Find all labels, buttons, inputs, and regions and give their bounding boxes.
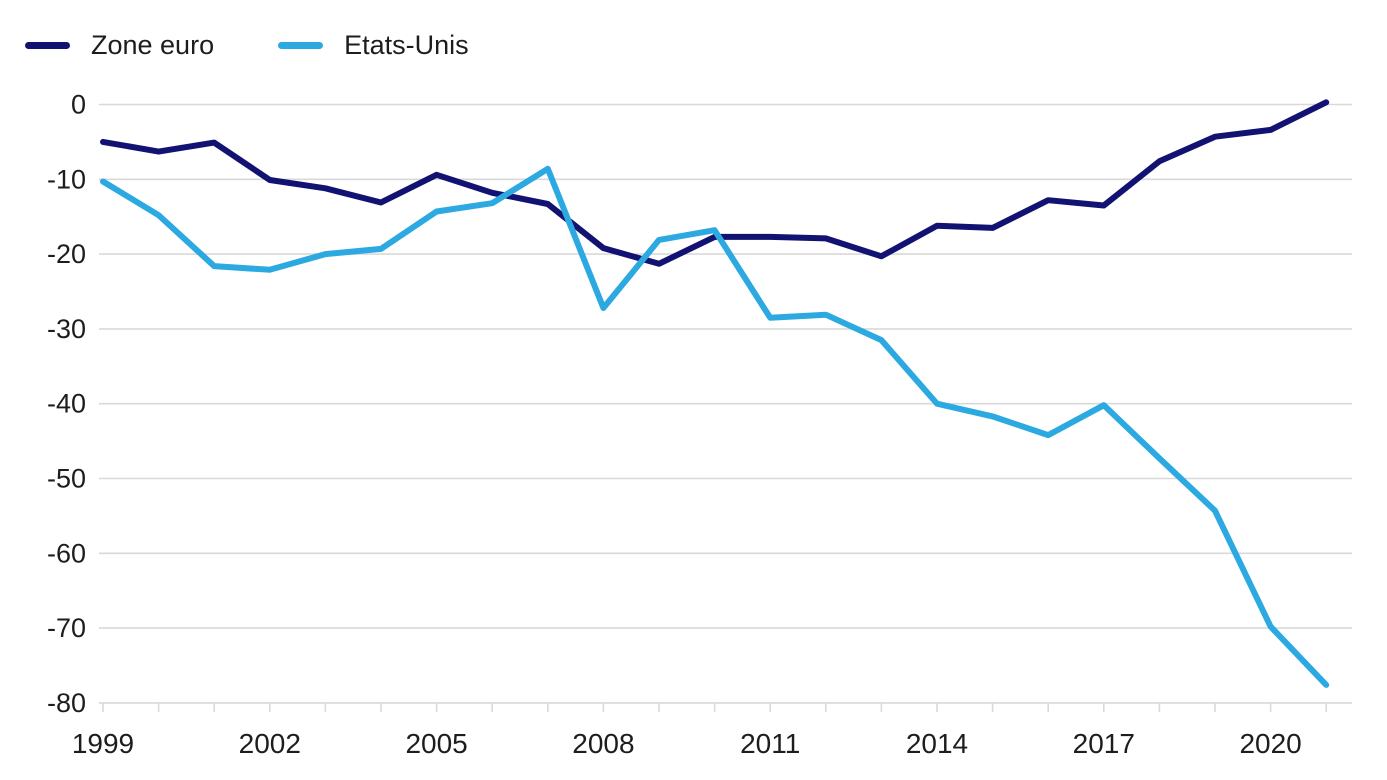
y-axis-label: -60 xyxy=(47,538,86,568)
y-axis-label: -10 xyxy=(47,164,86,194)
zone-euro-line xyxy=(100,99,1330,267)
legend-item-etats-unis: Etats-Unis xyxy=(278,32,469,59)
x-axis-label: 2017 xyxy=(1073,728,1135,759)
y-axis-label: 0 xyxy=(71,90,86,120)
y-axis-label: -20 xyxy=(47,239,86,269)
chart-legend: Zone euro Etats-Unis xyxy=(25,32,469,59)
y-axis-label: -80 xyxy=(47,688,86,718)
y-axis-label: -30 xyxy=(47,314,86,344)
legend-label-etats-unis: Etats-Unis xyxy=(344,30,469,60)
x-axis-label: 1999 xyxy=(72,728,134,759)
legend-label-zone-euro: Zone euro xyxy=(91,30,215,60)
x-axis-label: 2011 xyxy=(740,728,800,759)
x-axis-label: 2014 xyxy=(906,728,968,759)
etats-unis-line xyxy=(100,165,1330,688)
x-axis-label: 2020 xyxy=(1239,728,1301,759)
legend-item-zone-euro: Zone euro xyxy=(25,32,214,59)
etats-unis-swatch-icon xyxy=(278,42,324,49)
x-axis-label: 2005 xyxy=(405,728,467,759)
zone-euro-swatch-icon xyxy=(25,42,70,49)
x-axis-label: 2008 xyxy=(572,728,634,759)
y-axis-label: -70 xyxy=(47,613,86,643)
y-axis-label: -40 xyxy=(47,389,86,419)
x-axis-label: 2002 xyxy=(239,728,301,759)
y-axis-label: -50 xyxy=(47,464,86,494)
